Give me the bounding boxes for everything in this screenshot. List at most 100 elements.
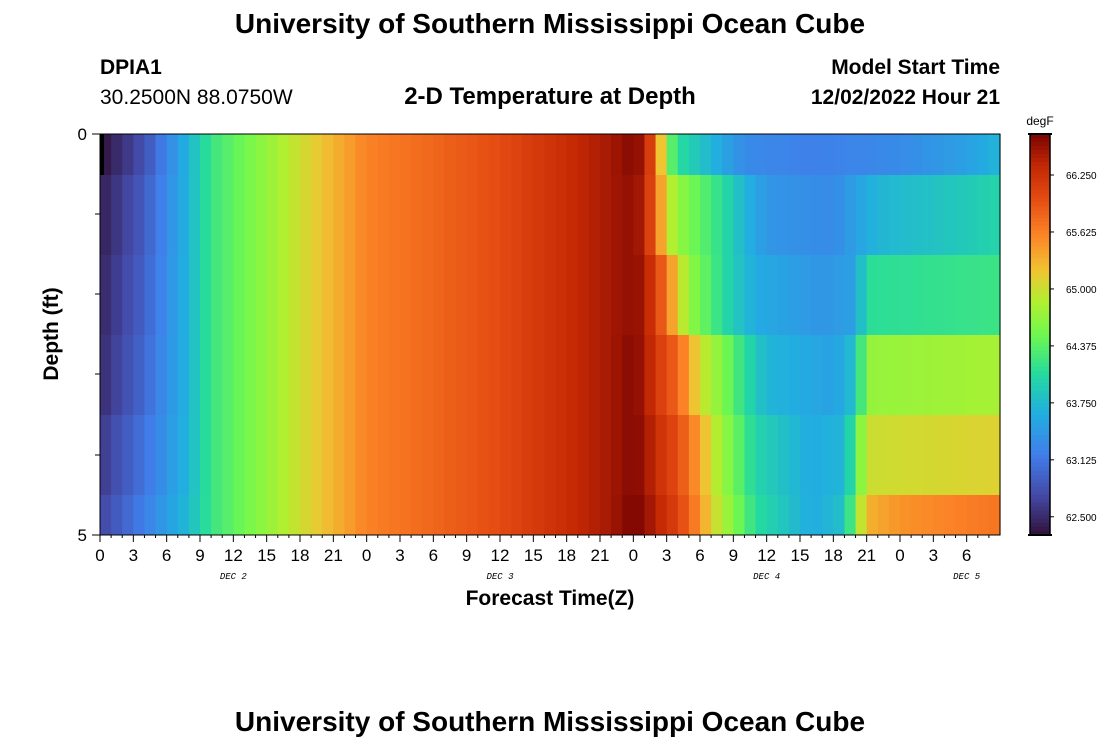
heatmap-cell bbox=[677, 175, 690, 255]
heatmap-cell bbox=[211, 335, 223, 415]
heatmap-cell bbox=[633, 335, 646, 415]
heatmap-cell bbox=[700, 335, 712, 415]
heatmap-cell bbox=[933, 134, 946, 175]
heatmap-cell bbox=[911, 415, 923, 495]
heatmap-cell bbox=[833, 175, 846, 255]
colorbar-segment bbox=[1030, 522, 1050, 528]
x-tick-label: 3 bbox=[929, 546, 938, 565]
colorbar-segment bbox=[1030, 266, 1050, 271]
heatmap-cell bbox=[366, 335, 379, 415]
heatmap-cell bbox=[522, 415, 534, 495]
heatmap-cell bbox=[644, 134, 657, 175]
heatmap-cell bbox=[866, 495, 879, 535]
heatmap-cell bbox=[922, 335, 934, 415]
colorbar-segment bbox=[1030, 238, 1050, 243]
heatmap-cell bbox=[722, 255, 734, 335]
heatmap-cell bbox=[433, 175, 446, 255]
colorbar-segment bbox=[1030, 290, 1050, 295]
heatmap-cell bbox=[333, 495, 346, 535]
heatmap-cell bbox=[344, 255, 357, 335]
heatmap-cell bbox=[677, 335, 690, 415]
heatmap-cell bbox=[966, 495, 979, 535]
x-tick-label: 12 bbox=[757, 546, 776, 565]
heatmap-cell bbox=[100, 335, 112, 415]
colorbar-segment bbox=[1030, 358, 1050, 364]
heatmap-cell bbox=[544, 134, 557, 175]
heatmap-cell bbox=[611, 495, 623, 535]
heatmap-cell bbox=[155, 134, 168, 175]
date-label: DEC 5 bbox=[953, 572, 981, 582]
heatmap-cell bbox=[888, 495, 901, 535]
heatmap-cell bbox=[222, 415, 234, 495]
colorbar-segment bbox=[1030, 466, 1050, 472]
heatmap-cell bbox=[322, 134, 334, 175]
heatmap-cell bbox=[977, 175, 990, 255]
colorbar-segment bbox=[1030, 190, 1050, 195]
heatmap-cell bbox=[166, 495, 179, 535]
heatmap-cell bbox=[500, 335, 512, 415]
heatmap-cell bbox=[744, 495, 757, 535]
x-tick-label: 6 bbox=[962, 546, 971, 565]
heatmap-cell bbox=[177, 255, 190, 335]
heatmap-cell bbox=[866, 255, 879, 335]
heatmap-cell bbox=[733, 495, 746, 535]
colorbar-tick-label: 63.750 bbox=[1066, 399, 1097, 410]
heatmap-cell bbox=[500, 134, 512, 175]
heatmap-cell bbox=[622, 255, 634, 335]
heatmap-cell bbox=[555, 134, 568, 175]
colorbar-segment bbox=[1030, 354, 1050, 360]
heatmap-cell bbox=[155, 415, 168, 495]
heatmap-cell bbox=[366, 134, 379, 175]
heatmap-cell bbox=[733, 335, 746, 415]
colorbar-segment bbox=[1030, 214, 1050, 219]
heatmap-cell bbox=[344, 134, 357, 175]
heatmap-cell bbox=[411, 495, 423, 535]
heatmap-cell bbox=[811, 495, 823, 535]
heatmap-cell bbox=[366, 415, 379, 495]
heatmap-cell bbox=[455, 335, 468, 415]
heatmap-cell bbox=[666, 335, 679, 415]
heatmap-cell bbox=[300, 175, 312, 255]
heatmap-cell bbox=[566, 495, 579, 535]
heatmap-cell bbox=[688, 134, 701, 175]
heatmap-cell bbox=[800, 335, 812, 415]
heatmap-cell bbox=[466, 255, 479, 335]
heatmap-cell bbox=[800, 175, 812, 255]
heatmap-cell bbox=[800, 255, 812, 335]
colorbar-segment bbox=[1030, 454, 1050, 460]
heatmap-cell bbox=[644, 495, 657, 535]
heatmap-cell bbox=[111, 335, 123, 415]
heatmap-cell bbox=[444, 175, 457, 255]
date-label: DEC 4 bbox=[753, 572, 780, 582]
heatmap-cell bbox=[277, 335, 290, 415]
colorbar-segment bbox=[1030, 386, 1050, 392]
colorbar-segment bbox=[1030, 434, 1050, 440]
heatmap-cell bbox=[688, 175, 701, 255]
heatmap-cell bbox=[522, 175, 534, 255]
heatmap-cell bbox=[455, 255, 468, 335]
heatmap-cell bbox=[444, 134, 457, 175]
heatmap-cell bbox=[355, 134, 368, 175]
heatmap-cell bbox=[144, 415, 157, 495]
heatmap-cell bbox=[733, 175, 746, 255]
heatmap-cell bbox=[122, 415, 134, 495]
heatmap-cell bbox=[944, 335, 957, 415]
colorbar-segment bbox=[1030, 146, 1050, 151]
heatmap-cell bbox=[811, 134, 823, 175]
heatmap-cell bbox=[944, 255, 957, 335]
x-tick-label: 0 bbox=[362, 546, 371, 565]
heatmap-cells bbox=[100, 134, 1001, 535]
colorbar-segment bbox=[1030, 430, 1050, 436]
heatmap-cell bbox=[244, 495, 257, 535]
heatmap-cell bbox=[222, 175, 234, 255]
heatmap-cell bbox=[466, 495, 479, 535]
heatmap-cell bbox=[177, 175, 190, 255]
heatmap-cell bbox=[422, 415, 434, 495]
heatmap-cell bbox=[966, 175, 979, 255]
colorbar-segment bbox=[1030, 338, 1050, 344]
heatmap-cell bbox=[822, 495, 834, 535]
heatmap-cell bbox=[777, 335, 790, 415]
chart-subtitle: 2-D Temperature at Depth bbox=[404, 83, 696, 110]
heatmap-cell bbox=[677, 255, 690, 335]
heatmap-cell bbox=[400, 134, 412, 175]
